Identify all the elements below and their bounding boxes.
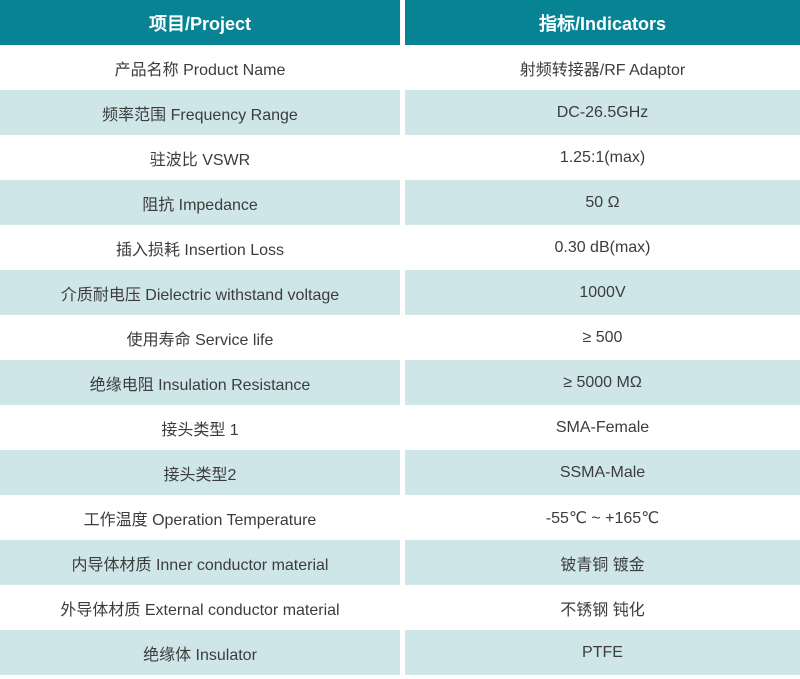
table-header-row: 项目/Project 指标/Indicators xyxy=(0,0,800,45)
row-value: 射频转接器/RF Adaptor xyxy=(405,45,800,90)
table-row: 插入损耗 Insertion Loss 0.30 dB(max) xyxy=(0,225,800,270)
header-cell-indicators: 指标/Indicators xyxy=(405,0,800,45)
row-value: SSMA-Male xyxy=(405,450,800,495)
row-label: 使用寿命 Service life xyxy=(0,315,400,360)
row-value: PTFE xyxy=(405,630,800,675)
row-value: ≥ 500 xyxy=(405,315,800,360)
table-row: 产品名称 Product Name 射频转接器/RF Adaptor xyxy=(0,45,800,90)
row-value: 0.30 dB(max) xyxy=(405,225,800,270)
table-row: 内导体材质 Inner conductor material 铍青铜 镀金 xyxy=(0,540,800,585)
table-row: 工作温度 Operation Temperature -55℃ ~ +165℃ xyxy=(0,495,800,540)
table-row: 使用寿命 Service life ≥ 500 xyxy=(0,315,800,360)
table-row: 接头类型 1 SMA-Female xyxy=(0,405,800,450)
row-label: 介质耐电压 Dielectric withstand voltage xyxy=(0,270,400,315)
table-body: 产品名称 Product Name 射频转接器/RF Adaptor 频率范围 Fr… xyxy=(0,45,800,675)
row-label: 插入损耗 Insertion Loss xyxy=(0,225,400,270)
row-label: 绝缘电阻 Insulation Resistance xyxy=(0,360,400,405)
row-value: 1.25:1(max) xyxy=(405,135,800,180)
table-row: 绝缘体 Insulator PTFE xyxy=(0,630,800,675)
row-value: 50 Ω xyxy=(405,180,800,225)
row-label: 频率范围 Frequency Range xyxy=(0,90,400,135)
row-label: 外导体材质 External conductor material xyxy=(0,585,400,630)
table-row: 介质耐电压 Dielectric withstand voltage 1000V xyxy=(0,270,800,315)
table-row: 驻波比 VSWR 1.25:1(max) xyxy=(0,135,800,180)
row-value: 铍青铜 镀金 xyxy=(405,540,800,585)
row-label: 产品名称 Product Name xyxy=(0,45,400,90)
row-value: SMA-Female xyxy=(405,405,800,450)
table-row: 阻抗 Impedance 50 Ω xyxy=(0,180,800,225)
table-row: 外导体材质 External conductor material 不锈钢 钝化 xyxy=(0,585,800,630)
row-label: 阻抗 Impedance xyxy=(0,180,400,225)
header-cell-project: 项目/Project xyxy=(0,0,400,45)
row-value: DC-26.5GHz xyxy=(405,90,800,135)
row-label: 工作温度 Operation Temperature xyxy=(0,495,400,540)
row-label: 内导体材质 Inner conductor material xyxy=(0,540,400,585)
table-row: 频率范围 Frequency Range DC-26.5GHz xyxy=(0,90,800,135)
row-label: 驻波比 VSWR xyxy=(0,135,400,180)
table-row: 接头类型2 SSMA-Male xyxy=(0,450,800,495)
row-label: 接头类型 1 xyxy=(0,405,400,450)
row-value: ≥ 5000 MΩ xyxy=(405,360,800,405)
row-label: 绝缘体 Insulator xyxy=(0,630,400,675)
row-value: 不锈钢 钝化 xyxy=(405,585,800,630)
row-value: -55℃ ~ +165℃ xyxy=(405,495,800,540)
table-row: 绝缘电阻 Insulation Resistance ≥ 5000 MΩ xyxy=(0,360,800,405)
row-value: 1000V xyxy=(405,270,800,315)
row-label: 接头类型2 xyxy=(0,450,400,495)
